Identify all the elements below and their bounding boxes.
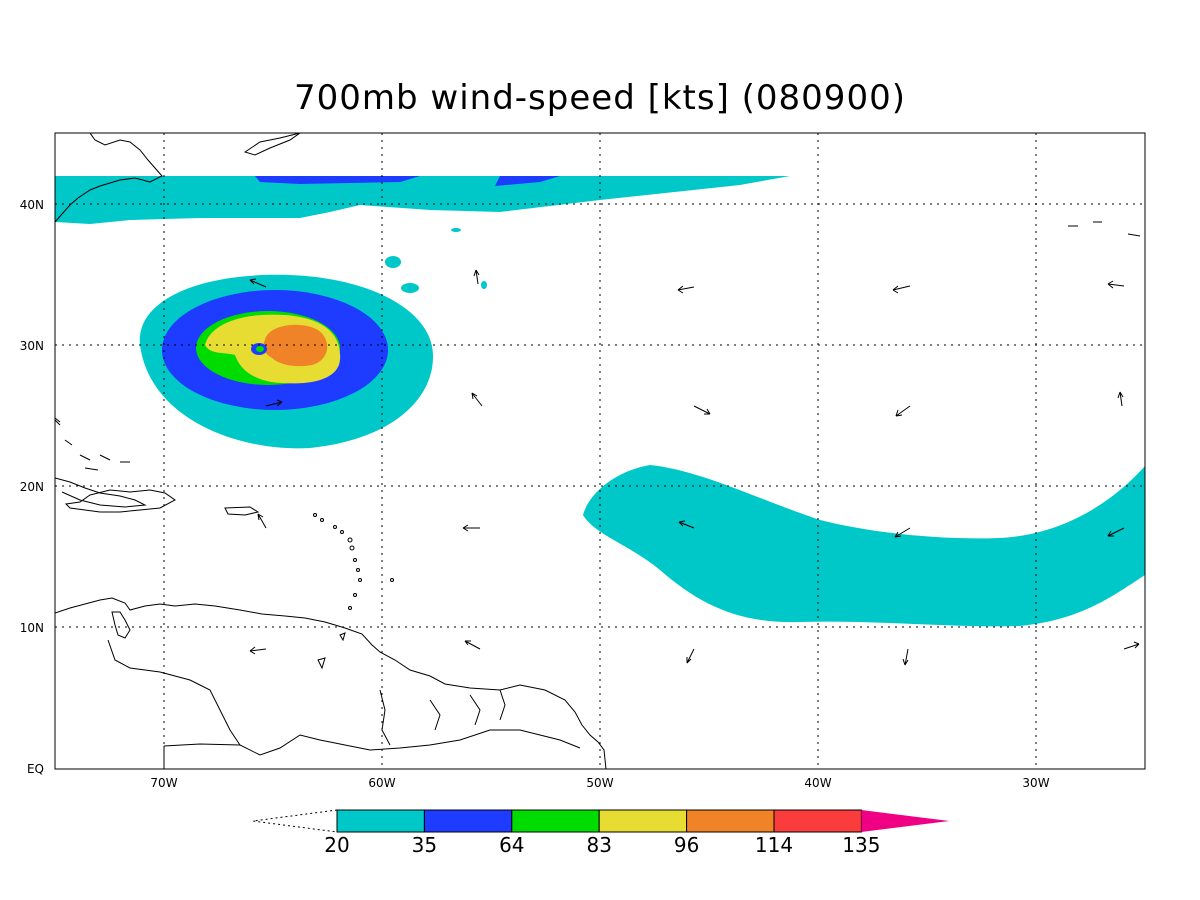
wind-vector [462, 524, 480, 532]
colorbar-label: 114 [755, 833, 793, 857]
colorbar-over-triangle [861, 810, 950, 832]
coast-lake-maracaibo [111, 611, 131, 639]
wind-vector [693, 405, 711, 415]
wind-vectors [55, 269, 1140, 666]
y-axis: EQ 10N 20N 30N 40N [20, 198, 44, 776]
wind-vector [894, 527, 911, 538]
y-tick-label: 40N [20, 198, 44, 212]
shade-blob-4 [481, 281, 487, 289]
x-tick-label: 50W [586, 776, 613, 790]
shade-eye-64 [256, 346, 264, 352]
map-title: 700mb wind-speed [kts] (080900) [294, 78, 906, 118]
wind-vector [265, 399, 283, 407]
wind-vector [902, 648, 909, 666]
shade-hurricane-96 [263, 324, 328, 367]
colorbar-swatch [773, 809, 862, 833]
y-tick-label: 10N [20, 621, 44, 635]
lat-lon-grid [55, 133, 1145, 769]
plot-frame [54, 132, 1146, 770]
coast-nova-scotia [243, 133, 301, 156]
x-tick-label: 60W [368, 776, 395, 790]
coast-brazil-south [163, 743, 241, 769]
colorbar-label: 96 [674, 833, 699, 857]
wind-vector [249, 646, 267, 655]
wind-vector [1107, 527, 1125, 537]
shade-band-south [583, 465, 1145, 627]
colorbar-label: 35 [412, 833, 437, 857]
colorbar: 20 35 64 83 96 114 135 [252, 809, 950, 857]
shade-band-north-35b [495, 176, 560, 186]
wind-vector [1117, 391, 1124, 407]
coast-lesser-antilles [313, 513, 394, 610]
colorbar-label: 83 [586, 833, 611, 857]
colorbar-under-triangle [252, 809, 338, 833]
coast-hispaniola [64, 489, 176, 513]
wind-vector [678, 520, 695, 529]
wind-shading [55, 176, 1145, 627]
colorbar-label: 135 [842, 833, 880, 857]
shade-band-north-35a [255, 176, 420, 184]
coast-bahamas [55, 419, 130, 471]
colorbar-label: 64 [499, 833, 524, 857]
shade-blob-3 [451, 228, 461, 232]
wind-vector [892, 285, 911, 294]
wind-vector [471, 392, 483, 407]
x-tick-label: 70W [150, 776, 177, 790]
colorbar-swatch [598, 809, 688, 833]
x-axis: 70W 60W 50W 40W 30W [150, 776, 1049, 790]
colorbar-swatch [423, 809, 513, 833]
colorbar-label: 20 [324, 833, 349, 857]
coast-trinidad [317, 657, 326, 670]
y-tick-label: 30N [20, 339, 44, 353]
coast-tobago [339, 632, 346, 642]
wind-vector [1107, 280, 1125, 289]
y-tick-label: 20N [20, 480, 44, 494]
wind-vector [1123, 641, 1140, 650]
wind-vector [257, 513, 267, 529]
coast-cuba [55, 477, 147, 508]
coastlines [55, 133, 1141, 769]
shade-blob-1 [385, 256, 401, 268]
colorbar-swatch [511, 809, 600, 833]
wind-vector [473, 269, 480, 285]
wind-vector [895, 405, 911, 417]
coast-guianas [379, 689, 506, 746]
colorbar-swatch [686, 809, 775, 833]
wind-vector [464, 640, 481, 650]
shade-band-north [55, 176, 790, 224]
coast-azores [1068, 221, 1141, 237]
wind-vector [686, 648, 695, 664]
y-tick-label: EQ [27, 762, 44, 776]
coast-south-america [55, 597, 607, 769]
coast-north-america [55, 133, 163, 223]
wind-vector [55, 417, 61, 423]
coast-south-america-interior [107, 639, 581, 756]
shade-blob-2 [401, 283, 419, 293]
plot-area [55, 133, 1145, 769]
coast-puerto-rico [224, 506, 260, 516]
wind-vector [677, 285, 695, 294]
x-tick-label: 30W [1022, 776, 1049, 790]
colorbar-swatch [336, 809, 425, 833]
x-tick-label: 40W [804, 776, 831, 790]
wind-vector [249, 278, 267, 288]
